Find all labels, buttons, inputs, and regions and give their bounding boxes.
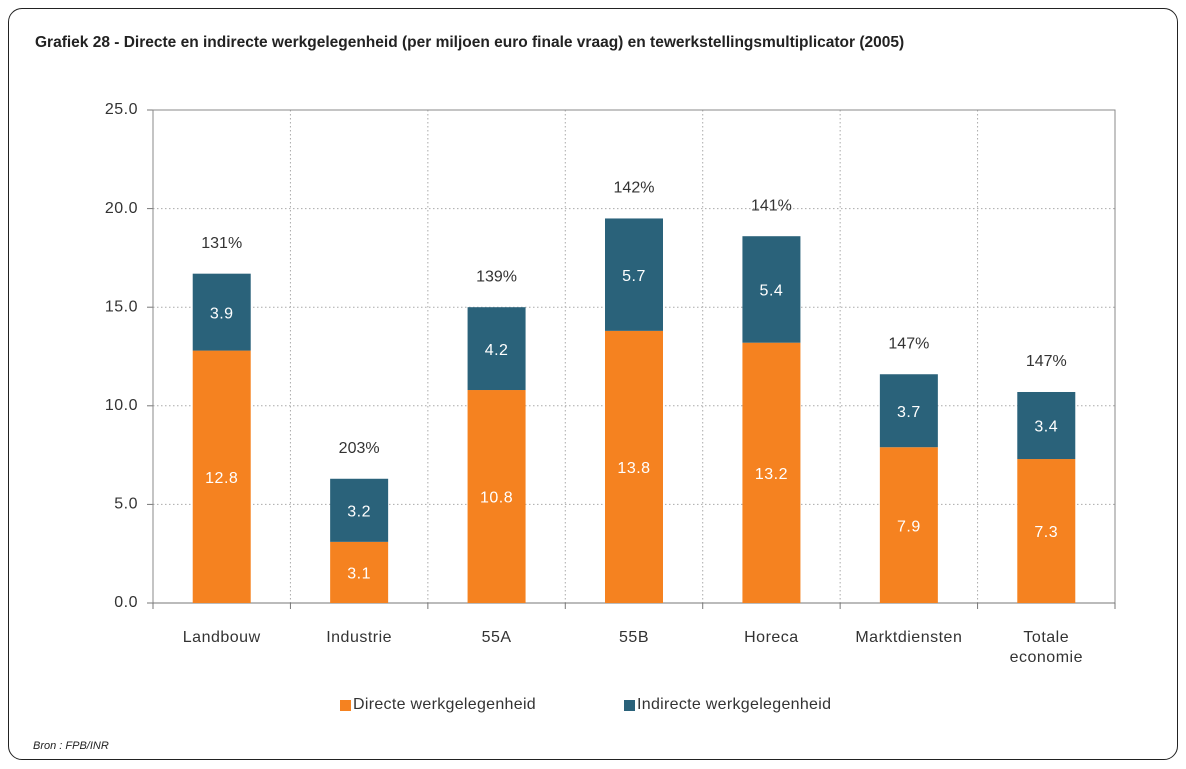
y-tick-label: 20.0 (105, 200, 138, 217)
value-label: 7.3 (1034, 524, 1058, 541)
bar-segment (879, 374, 938, 448)
annotation: 147% (1026, 353, 1067, 370)
annotation: 131% (201, 235, 242, 252)
frame (8, 8, 1178, 760)
chart-title: Grafiek 28 - Directe en indirecte werkge… (35, 34, 905, 51)
bar-segment (330, 541, 389, 603)
legend-label: Directe werkgelegenheid (353, 696, 537, 713)
value-label: 5.7 (622, 268, 646, 285)
bar-segment (467, 307, 526, 391)
y-tick-label: 15.0 (105, 298, 138, 315)
bar-segment (1017, 391, 1076, 460)
value-label: 10.8 (480, 490, 513, 507)
bar-segment (330, 478, 389, 542)
x-tick-label: Horeca (721, 628, 821, 648)
value-label: 13.8 (617, 460, 650, 477)
bar-segment (192, 273, 251, 351)
x-tick-text: 55A (481, 629, 512, 646)
value-label: 12.8 (205, 470, 238, 487)
x-tick-label: Industrie (309, 628, 409, 648)
legend-swatch (340, 700, 351, 711)
value-label: 3.1 (347, 566, 371, 583)
source: Bron : FPB/INR (33, 740, 109, 752)
x-tick-text: Landbouw (182, 629, 261, 646)
value-label: 7.9 (897, 518, 921, 535)
value-label: 3.7 (897, 404, 921, 421)
value-label: 3.9 (210, 305, 234, 322)
x-tick-text: 55B (619, 629, 649, 646)
bar-segment (1017, 459, 1076, 603)
annotation: 139% (476, 268, 517, 285)
bar-segment (742, 236, 801, 343)
bar-segment (467, 390, 526, 603)
y-tick-label: 25.0 (105, 101, 138, 118)
x-tick-label: 55A (447, 628, 547, 648)
y-tick-label: 10.0 (105, 397, 138, 414)
value-label: 13.2 (755, 466, 788, 483)
x-tick-text: Horeca (744, 629, 799, 646)
annotation: 142% (614, 180, 655, 197)
y-tick-label: 0.0 (114, 594, 138, 611)
x-tick-label: Totale economie (996, 628, 1096, 668)
x-tick-label: 55B (584, 628, 684, 648)
bar-segment (605, 218, 663, 331)
x-tick-text: Industrie (326, 629, 393, 646)
bar-segment (192, 350, 251, 603)
value-label: 5.4 (760, 283, 784, 300)
bar-segment (742, 342, 801, 603)
annotation: 203% (339, 440, 380, 457)
value-label: 3.4 (1034, 419, 1058, 436)
value-label: 4.2 (485, 342, 509, 359)
annotation: 141% (751, 197, 792, 214)
x-tick-label: Marktdiensten (855, 628, 962, 648)
value-label: 3.2 (347, 504, 371, 521)
y-tick-label: 5.0 (114, 496, 138, 513)
x-tick-label: Landbouw (172, 628, 272, 648)
legend-swatch (624, 700, 635, 711)
bar-segment (605, 330, 663, 603)
x-tick-text: Marktdiensten (855, 629, 963, 646)
bar-segment (879, 447, 938, 603)
legend-label: Indirecte werkgelegenheid (637, 696, 832, 713)
annotation: 147% (888, 335, 929, 352)
x-tick-text: Totale economie (1009, 629, 1083, 666)
